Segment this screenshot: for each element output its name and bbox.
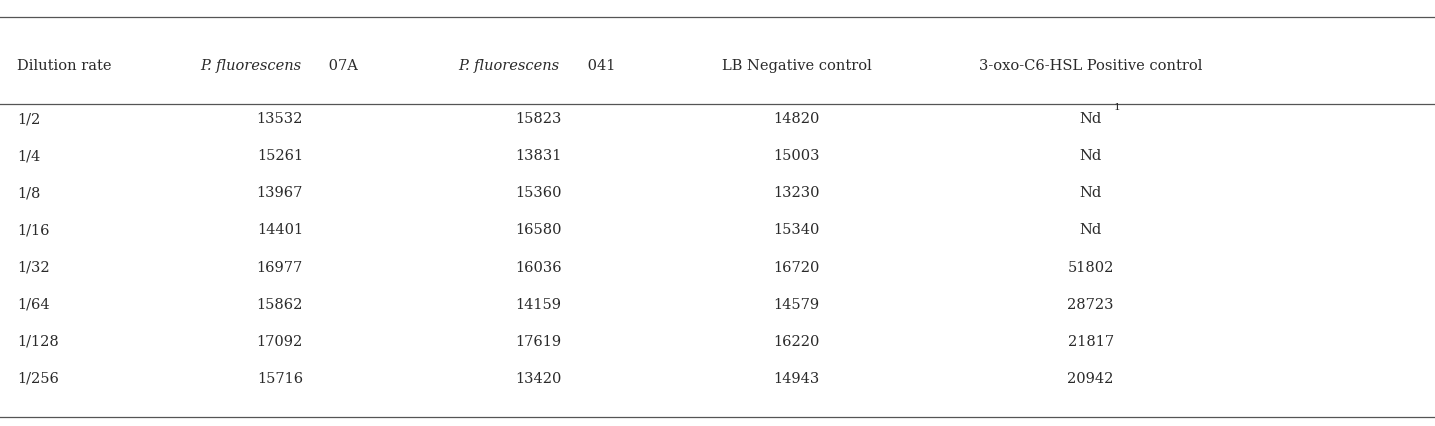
Text: 15360: 15360 [515,187,561,200]
Text: 07A: 07A [324,59,359,73]
Text: 17619: 17619 [515,335,561,348]
Text: P. fluorescens: P. fluorescens [458,59,560,73]
Text: 15823: 15823 [515,112,561,126]
Text: 14159: 14159 [515,298,561,311]
Text: 21817: 21817 [1068,335,1114,348]
Text: 15003: 15003 [773,150,819,163]
Text: 1/256: 1/256 [17,372,59,386]
Text: 16720: 16720 [773,261,819,274]
Text: P. fluorescens: P. fluorescens [199,59,301,73]
Text: 15716: 15716 [257,372,303,386]
Text: 3-oxo-C6-HSL Positive control: 3-oxo-C6-HSL Positive control [979,59,1203,73]
Text: 16036: 16036 [515,261,561,274]
Text: 14401: 14401 [257,224,303,237]
Text: 16580: 16580 [515,224,561,237]
Text: 14820: 14820 [773,112,819,126]
Text: 14579: 14579 [773,298,819,311]
Text: 1: 1 [1114,103,1121,112]
Text: 1/8: 1/8 [17,187,40,200]
Text: Nd: Nd [1079,150,1102,163]
Text: Dilution rate: Dilution rate [17,59,112,73]
Text: 17092: 17092 [257,335,303,348]
Text: 1/2: 1/2 [17,112,40,126]
Text: 15261: 15261 [257,150,303,163]
Text: 13831: 13831 [515,150,561,163]
Text: 15340: 15340 [773,224,819,237]
Text: 13532: 13532 [257,112,303,126]
Text: 1/64: 1/64 [17,298,50,311]
Text: 20942: 20942 [1068,372,1114,386]
Text: 14943: 14943 [773,372,819,386]
Text: 13967: 13967 [257,187,303,200]
Text: 51802: 51802 [1068,261,1114,274]
Text: 041: 041 [583,59,616,73]
Text: Nd: Nd [1079,224,1102,237]
Text: 16220: 16220 [773,335,819,348]
Text: 1/4: 1/4 [17,150,40,163]
Text: 15862: 15862 [257,298,303,311]
Text: 13420: 13420 [515,372,561,386]
Text: Nd: Nd [1079,187,1102,200]
Text: 13230: 13230 [773,187,819,200]
Text: 28723: 28723 [1068,298,1114,311]
Text: 1/128: 1/128 [17,335,59,348]
Text: Nd: Nd [1079,112,1102,126]
Text: 16977: 16977 [257,261,303,274]
Text: 1/32: 1/32 [17,261,50,274]
Text: 1/16: 1/16 [17,224,50,237]
Text: LB Negative control: LB Negative control [722,59,871,73]
